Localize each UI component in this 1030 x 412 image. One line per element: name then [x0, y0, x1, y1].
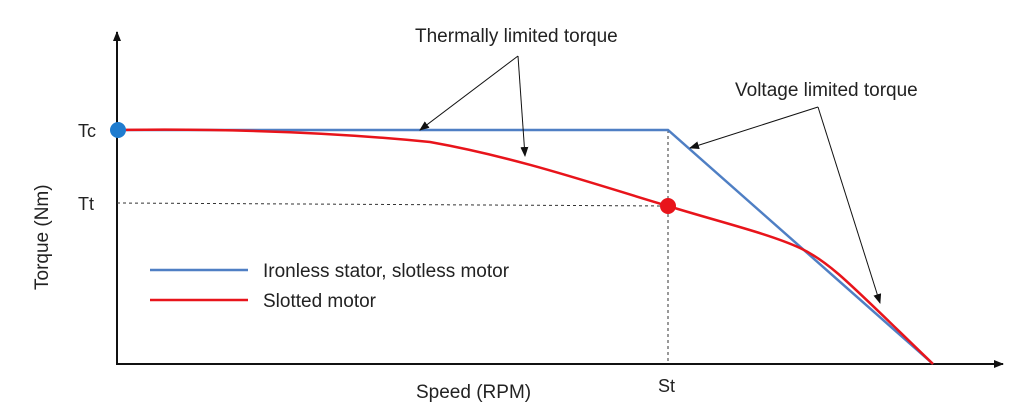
tt-marker [660, 198, 676, 214]
legend-slotted-label: Slotted motor [263, 291, 377, 312]
ironless-curve [117, 128, 934, 365]
tt-tick-label: Tt [78, 194, 94, 214]
thermal-arrow-ironless [419, 55, 519, 131]
tc-tick-label: Tc [78, 121, 96, 141]
voltage-arrow-ironless [689, 106, 819, 150]
st-tick-label: St [658, 376, 675, 396]
tt-guide-line [116, 202, 669, 207]
voltage-annotation-label: Voltage limited torque [735, 80, 918, 101]
tc-marker [110, 122, 126, 138]
thermal-arrow-slotted [517, 55, 529, 157]
thermal-annotation-label: Thermally limited torque [415, 26, 618, 47]
legend-ironless-label: Ironless stator, slotless motor [263, 261, 510, 282]
slotted-curve [116, 128, 934, 365]
y-axis-label: Torque (Nm) [32, 184, 53, 290]
legend: Ironless stator, slotless motor Slotted … [150, 261, 510, 312]
x-axis-label: Speed (RPM) [416, 382, 531, 403]
voltage-arrow-slotted [817, 106, 882, 304]
